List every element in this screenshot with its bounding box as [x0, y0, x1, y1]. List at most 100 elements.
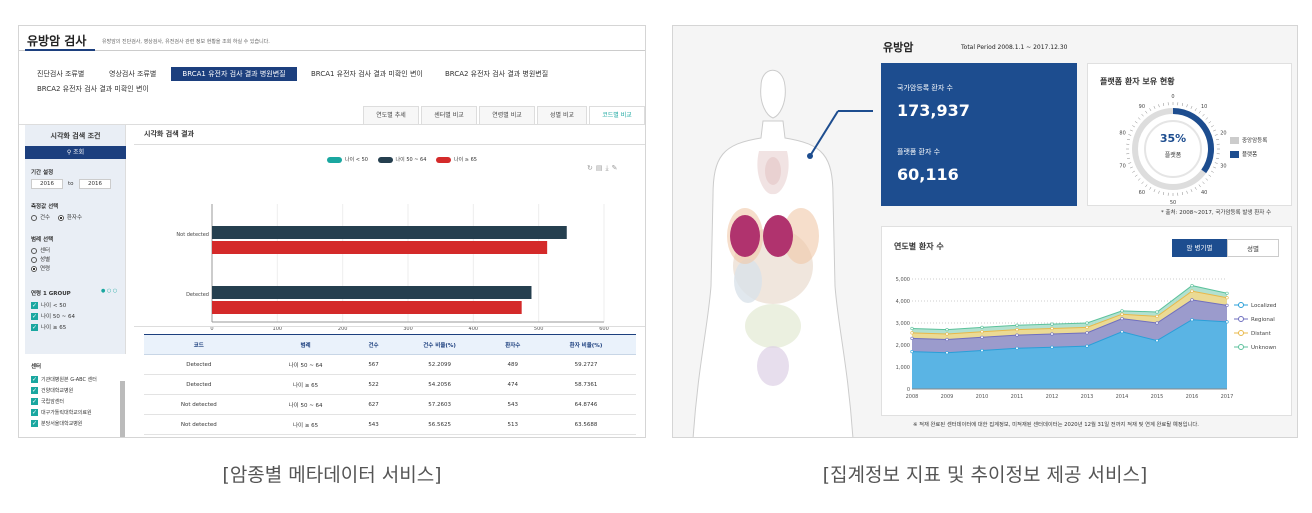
subtab-center[interactable]: 센터별 비교: [421, 106, 477, 124]
refresh-icon[interactable]: ↻: [587, 164, 596, 172]
point: [1015, 327, 1019, 332]
metric-count-radio[interactable]: 건수: [31, 214, 50, 221]
category-age-radio[interactable]: 연령: [31, 264, 138, 272]
group-pager-dots[interactable]: ● ○ ○: [101, 288, 118, 294]
point: [1155, 321, 1159, 325]
search-sidebar: 시각화 검색 조건 ⚲ 조회 기간 설정 2016 to 2016 측정값 선택…: [25, 125, 126, 437]
gauge-tick: [1208, 121, 1212, 124]
gauge-inner: [1144, 120, 1202, 178]
gauge-tick: [1132, 170, 1136, 173]
center-item-4[interactable]: ✓ 대구가톨릭대학교의료원: [31, 409, 92, 416]
center-item-5[interactable]: ✓ 분당서울대학교병원: [31, 420, 83, 427]
national-registry-value: 173,937: [897, 101, 970, 120]
patient-stats-box: 국가암등록 환자 수 173,937 플랫폼 환자 수 60,116: [881, 63, 1077, 206]
tag-icon[interactable]: ✎: [611, 164, 621, 172]
search-button[interactable]: ⚲ 조회: [25, 146, 126, 159]
gauge-tick: [1190, 189, 1193, 193]
category-gender-radio[interactable]: 성별: [31, 255, 138, 263]
legend-marker: [1238, 316, 1244, 322]
tab-brca2-unknown[interactable]: BRCA2 유전자 검사 결과 미확인 변이: [37, 85, 149, 93]
gauge-tick: [1205, 117, 1209, 120]
gauge-legend-registry: 중앙암등록: [1230, 136, 1267, 144]
cancer-title: 유방암: [883, 41, 914, 54]
gauge-tick: [1129, 129, 1133, 132]
document-icon[interactable]: ▤: [595, 164, 606, 172]
area-localized: [912, 319, 1227, 389]
gauge-tick-label: 0: [1171, 94, 1174, 100]
y-tick-label: 3,000: [896, 321, 910, 327]
col-code: 코드: [144, 334, 254, 355]
x-tick-label: 2008: [906, 394, 919, 400]
gauge-tick: [1145, 184, 1148, 188]
right-breast-marker: [763, 215, 793, 257]
point: [980, 348, 984, 353]
gauge-tick: [1141, 181, 1144, 185]
gauge-tick-label: 90: [1139, 104, 1145, 110]
gauge-tick-label: 20: [1220, 131, 1226, 137]
point: [1085, 331, 1089, 335]
gauge-tick: [1194, 186, 1197, 190]
sidebar-header: 시각화 검색 조건: [50, 132, 101, 140]
subtab-age[interactable]: 연령별 비교: [479, 106, 535, 124]
tab-diagnostic[interactable]: 진단검사 조류별: [37, 70, 85, 78]
subtab-yearly[interactable]: 연도별 추세: [363, 106, 419, 124]
footnote: ※ 적재 완료된 센터데이터에 대한 집계정보, 미적재된 센터데이터는 202…: [913, 422, 1199, 428]
period-from-input[interactable]: 2016: [31, 179, 63, 189]
group-item-under50[interactable]: ✓ 나이 < 50: [31, 302, 67, 309]
category-center-radio[interactable]: 센터: [31, 246, 138, 254]
gauge-tick: [1215, 138, 1220, 141]
gauge-tick: [1205, 178, 1209, 181]
bar-chart: 0 100 200 300 400 500 600 Not detected Detected: [176, 204, 609, 332]
point: [1015, 323, 1019, 327]
gauge-tick: [1149, 108, 1152, 112]
point: [910, 349, 914, 354]
gauge-tick: [1210, 170, 1214, 173]
legend-50to64: 나이 50 ~ 64: [395, 157, 427, 163]
tab-brca2-pathogenic[interactable]: BRCA2 유전자 검사 결과 병원변질: [445, 70, 549, 78]
line-regional: [911, 299, 1228, 341]
subtab-code[interactable]: 코드별 비교: [589, 106, 645, 124]
gauge-tick: [1141, 113, 1144, 117]
subtab-gender[interactable]: 성별 비교: [537, 106, 587, 124]
point: [910, 331, 914, 335]
line-localized: [911, 319, 1228, 354]
gauge-title: 플랫폼 환자 보유 현황: [1100, 77, 1175, 86]
result-table: 코드 범례 건수 건수 비율(%) 환자수 환자 비율(%) Detected 나…: [144, 334, 636, 435]
gauge-tick: [1202, 113, 1205, 117]
table-row: Detected 나이 50 ~ 64 567 52.2099 489 59.2727: [144, 354, 636, 375]
gauge-tick: [1198, 184, 1201, 188]
gauge-tick: [1145, 110, 1148, 114]
x-tick-label: 200: [338, 326, 348, 332]
point: [1190, 298, 1194, 302]
table-row: Not detected 나이 50 ~ 64 627 57.2603 543 64.87…: [144, 394, 636, 415]
center-list-scrollbar[interactable]: [120, 381, 125, 437]
center-item-1[interactable]: ✓ 기관대병원본 G-ABC 센터: [31, 376, 97, 383]
gauge-tick: [1153, 105, 1156, 109]
group-item-50to64[interactable]: ✓ 나이 50 ~ 64: [31, 313, 75, 320]
category-label: Not detected: [176, 232, 209, 238]
left-breast-marker: [730, 215, 760, 257]
gauge-tick: [1213, 129, 1217, 132]
metric-patients-radio[interactable]: 환자수: [57, 214, 82, 221]
toggle-stage[interactable]: 암 병기별: [1172, 239, 1227, 257]
statistics-service-panel: 유방암 Total Period 2008.1.1 ~ 2017.12.30 국…: [672, 25, 1298, 438]
tab-imaging[interactable]: 영상검사 조류별: [109, 70, 157, 78]
period-to-input[interactable]: 2016: [79, 179, 111, 189]
point: [1120, 312, 1124, 316]
center-item-2[interactable]: ✓ 건양대학교병원: [31, 387, 74, 394]
x-tick-label: 500: [534, 326, 544, 332]
gauge-legend-platform: 플랫폼: [1230, 150, 1267, 158]
tab-brca1-unknown[interactable]: BRCA1 유전자 검사 결과 미확인 변이: [311, 70, 423, 78]
center-item-3[interactable]: ✓ 국립암센터: [31, 398, 65, 405]
point: [980, 325, 984, 330]
col-legend: 범례: [253, 334, 358, 355]
toggle-gender[interactable]: 성별: [1227, 239, 1279, 257]
x-tick-label: 300: [403, 326, 413, 332]
caption-right: [집계정보 지표 및 추이정보 제공 서비스]: [822, 464, 1148, 486]
y-tick-label: 0: [907, 387, 910, 393]
download-icon[interactable]: ⤓: [605, 164, 612, 172]
group-item-over65[interactable]: ✓ 나이 ≥ 65: [31, 324, 67, 331]
tab-brca1-pathogenic[interactable]: BRCA1 유전자 검사 결과 병원변질: [171, 67, 297, 81]
gauge-tick: [1181, 102, 1184, 107]
gauge-tick: [1126, 138, 1131, 141]
